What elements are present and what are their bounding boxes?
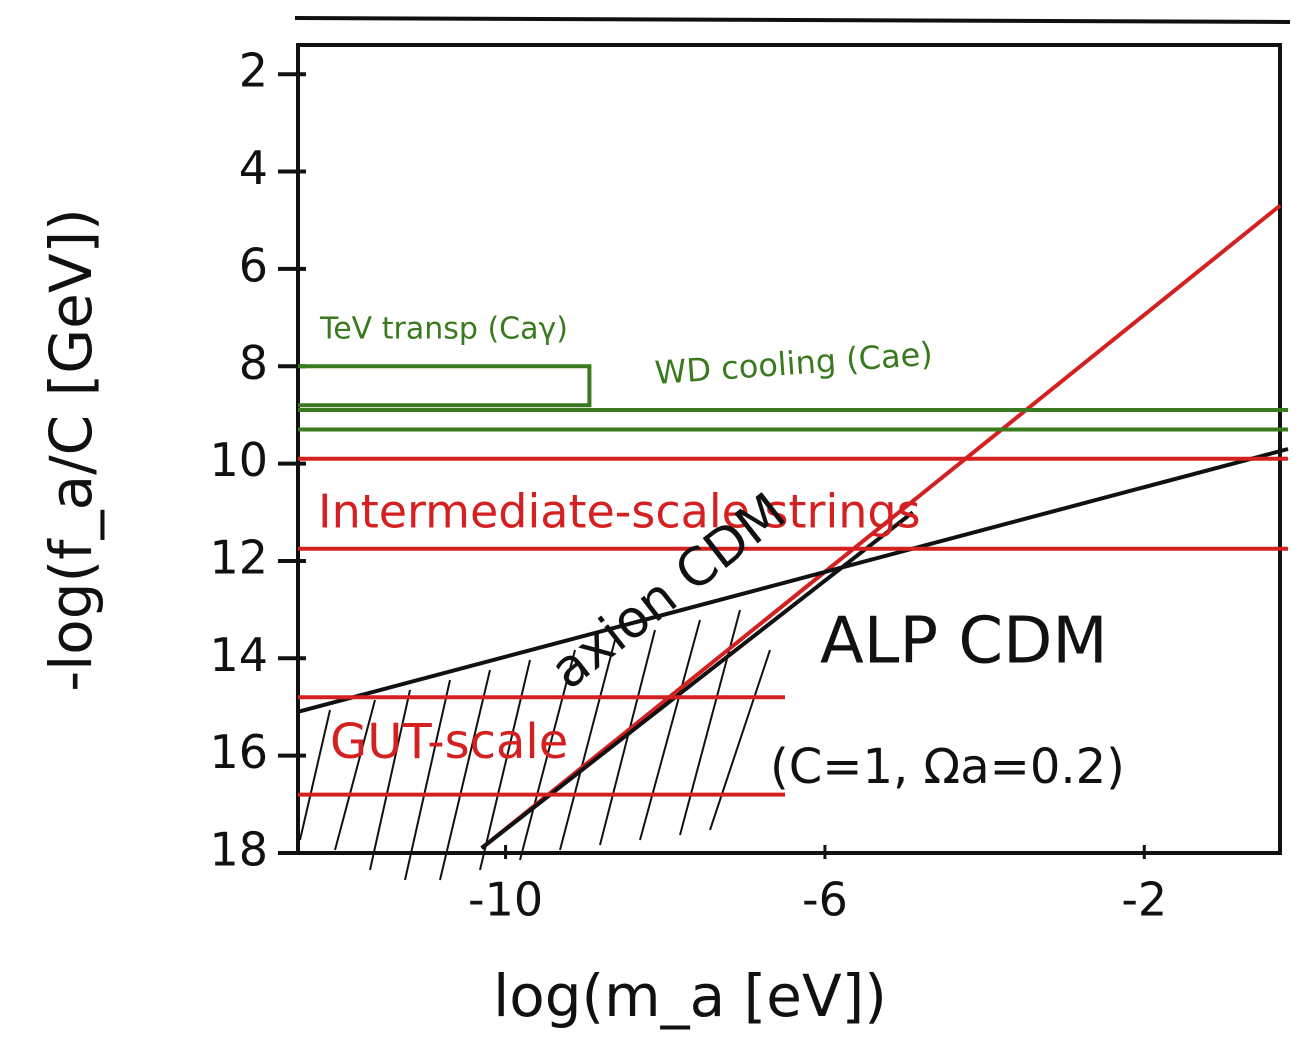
plot-frame — [296, 43, 1282, 855]
hatching — [299, 609, 771, 881]
y-tick-label: 14 — [209, 628, 268, 682]
annotation: WD cooling (Cae) — [654, 335, 934, 392]
y-tick-label: 8 — [239, 336, 268, 390]
series-line — [298, 364, 592, 408]
series-line — [480, 510, 914, 850]
x-tick-label: -10 — [468, 873, 543, 927]
y-tick-label: 2 — [239, 44, 268, 98]
series-line — [480, 204, 1282, 850]
x-tick-label: -2 — [1121, 873, 1167, 927]
x-axis-label: log(m_a [eV]) — [493, 962, 887, 1030]
y-axis-label: -log(f_a/C [GeV]) — [37, 208, 105, 692]
annotation: TeV transp (Caγ) — [319, 312, 568, 347]
y-tick-label: 10 — [209, 433, 268, 487]
annotation: GUT-scale — [330, 714, 568, 770]
y-tick-label: 4 — [239, 141, 268, 195]
y-tick-label: 18 — [209, 823, 268, 877]
y-tick-label: 12 — [209, 530, 268, 584]
annotation: ALP CDM — [820, 605, 1108, 679]
series-line — [297, 447, 1289, 714]
x-tick-label: -6 — [802, 873, 848, 927]
annotation: Intermediate-scale strings — [318, 485, 921, 539]
annotation: (C=1, Ωa=0.2) — [770, 739, 1125, 795]
y-tick-label: 16 — [209, 725, 268, 779]
frame-top — [294, 16, 1291, 24]
y-tick-label: 6 — [239, 238, 268, 292]
